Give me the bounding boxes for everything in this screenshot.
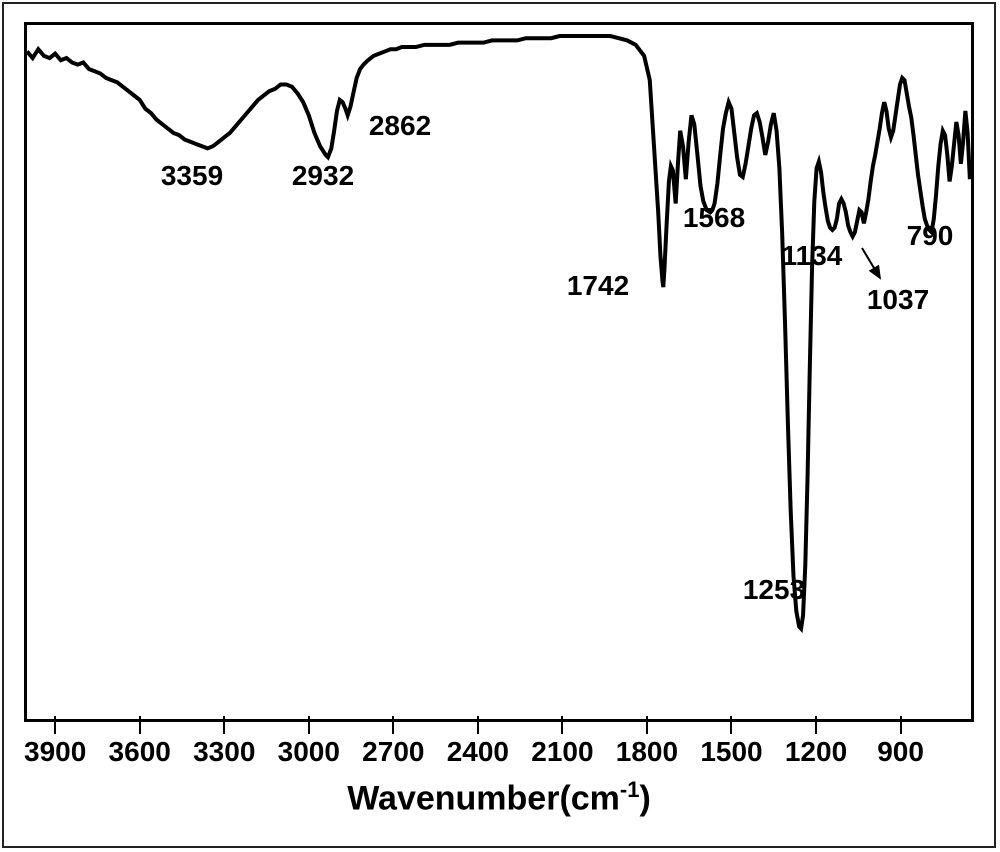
x-tick-label: 3000 <box>278 736 340 768</box>
peak-label: 1037 <box>867 284 929 316</box>
chart-frame <box>24 22 974 722</box>
x-tick <box>730 716 732 734</box>
x-tick <box>815 716 817 734</box>
peak-label: 1568 <box>683 202 745 234</box>
x-tick <box>477 716 479 734</box>
x-tick-label: 2100 <box>531 736 593 768</box>
peak-label: 1253 <box>743 574 805 606</box>
x-tick-label: 1800 <box>616 736 678 768</box>
peak-label: 1742 <box>567 270 629 302</box>
peak-label: 1134 <box>782 240 843 272</box>
x-tick-label: 900 <box>877 736 924 768</box>
peak-label: 2862 <box>369 110 431 142</box>
x-tick-label: 2700 <box>362 736 424 768</box>
x-axis-label-prefix: Wavenumber(cm <box>347 779 620 817</box>
x-tick <box>308 716 310 734</box>
x-axis-label: Wavenumber(cm-1) <box>347 777 651 818</box>
x-tick-label: 3300 <box>193 736 255 768</box>
x-tick <box>646 716 648 734</box>
x-axis-label-suffix: ) <box>639 779 650 817</box>
spectrum-line <box>27 25 971 719</box>
peak-label: 3359 <box>161 160 223 192</box>
x-tick <box>223 716 225 734</box>
x-tick <box>561 716 563 734</box>
x-tick <box>54 716 56 734</box>
x-tick-label: 3900 <box>24 736 86 768</box>
x-tick <box>139 716 141 734</box>
outer-frame: 3900 3600 3300 3000 2700 2400 2100 1800 1500 1200… <box>2 2 996 848</box>
peak-label: 2932 <box>292 160 354 192</box>
x-tick-label: 1500 <box>700 736 762 768</box>
x-tick-label: 3600 <box>109 736 171 768</box>
peak-label: 790 <box>907 220 954 252</box>
x-tick-label: 1200 <box>785 736 847 768</box>
x-axis-label-sup: -1 <box>620 777 640 802</box>
x-tick <box>900 716 902 734</box>
x-tick-label: 2400 <box>447 736 509 768</box>
x-tick <box>392 716 394 734</box>
